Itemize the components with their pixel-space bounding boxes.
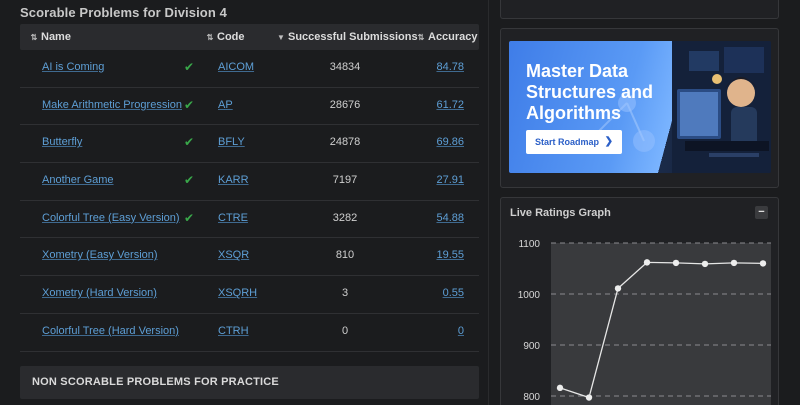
submissions-count: 810 (335, 249, 355, 262)
start-roadmap-button[interactable]: Start Roadmap ❯ (526, 130, 622, 154)
accuracy-link[interactable]: 54.88 (436, 211, 464, 224)
rating-point (556, 384, 564, 392)
plot-area (551, 243, 771, 405)
submissions-count: 0 (341, 324, 349, 337)
column-header-submissions[interactable]: ▼ Successful Submissions (277, 24, 418, 50)
y-tick-label: 1000 (518, 290, 541, 301)
accuracy-link[interactable]: 69.86 (436, 136, 464, 149)
submissions-count: 7197 (332, 174, 358, 187)
accuracy-link[interactable]: 0.55 (442, 287, 464, 300)
rating-point (759, 260, 767, 267)
problem-code-link[interactable]: CTRE (218, 211, 248, 224)
problem-code-link[interactable]: CTRH (218, 324, 249, 337)
sort-down-icon: ▼ (277, 33, 285, 42)
banner-illustration (596, 41, 771, 173)
submissions-count: 24878 (329, 136, 361, 149)
rating-point (701, 260, 709, 268)
non-scorable-section-header[interactable]: NON SCORABLE PROBLEMS FOR PRACTICE (20, 366, 479, 399)
submissions-count: 3282 (332, 211, 358, 224)
table-row: Another Game ✔ KARR 7197 27.91 (20, 163, 479, 201)
rating-point (585, 394, 593, 401)
sort-icon: ⇅ (206, 33, 214, 42)
sort-icon: ⇅ (30, 33, 38, 42)
problem-name-link[interactable]: Colorful Tree (Hard Version) (42, 324, 179, 337)
graph-title: Live Ratings Graph (510, 207, 611, 219)
problem-name-link[interactable]: AI is Coming (42, 61, 105, 73)
ratings-graph-card: Live Ratings Graph − 1100 1000 900 800 (500, 197, 779, 405)
right-sidebar: Master Data Structures and Algorithms St… (491, 0, 800, 405)
collapse-button[interactable]: − (755, 206, 768, 219)
problem-name-link[interactable]: Butterfly (42, 136, 83, 149)
table-row: Butterfly ✔ BFLY 24878 69.86 (20, 125, 479, 164)
accuracy-link[interactable]: 0 (457, 324, 464, 337)
column-header-code[interactable]: ⇅ Code (206, 24, 245, 50)
column-header-accuracy[interactable]: ⇅ Accuracy (417, 24, 478, 50)
non-scorable-title: NON SCORABLE PROBLEMS FOR PRACTICE (32, 376, 279, 388)
table-row: AI is Coming ✔ AICOM 34834 84.78 (20, 50, 479, 88)
problem-name-link[interactable]: Xometry (Hard Version) (42, 287, 157, 300)
column-divider (488, 0, 489, 405)
check-icon: ✔ (184, 60, 195, 74)
table-row: Colorful Tree (Hard Version) ✔ CTRH 0 0 (20, 314, 479, 352)
dsa-banner[interactable]: Master Data Structures and Algorithms St… (509, 41, 771, 173)
submissions-count: 34834 (329, 61, 361, 73)
rating-point (643, 259, 651, 266)
check-icon: ✔ (184, 135, 195, 150)
top-card (500, 0, 779, 19)
ad-card: Master Data Structures and Algorithms St… (500, 28, 779, 188)
rating-point (614, 285, 622, 292)
banner-title: Master Data Structures and Algorithms (526, 61, 654, 123)
check-icon: ✔ (184, 173, 195, 188)
y-tick-label: 900 (523, 341, 540, 352)
problem-code-link[interactable]: BFLY (218, 136, 245, 149)
ratings-chart: 1100 1000 900 800 (518, 239, 771, 405)
section-title: Scorable Problems for Division 4 (20, 5, 227, 20)
problem-code-link[interactable]: XSQRH (218, 287, 258, 300)
problem-code-link[interactable]: XSQR (218, 249, 250, 262)
table-row: Make Arithmetic Progression ✔ AP 28676 6… (20, 88, 479, 126)
y-tick-label: 1100 (518, 239, 540, 250)
sort-icon: ⇅ (417, 33, 425, 42)
problems-panel: Scorable Problems for Division 4 ⇅ Name ⇅… (20, 5, 479, 399)
table-row: Xometry (Hard Version) ✔ XSQRH 3 0.55 (20, 276, 479, 314)
column-header-name[interactable]: ⇅ Name (30, 24, 71, 50)
arrow-right-icon: ❯ (604, 136, 613, 147)
rating-line (559, 261, 764, 399)
submissions-count: 3 (341, 287, 349, 300)
check-icon: ✔ (184, 97, 195, 112)
rating-point (730, 259, 738, 267)
problem-name-link[interactable]: Xometry (Easy Version) (42, 249, 158, 262)
table-row: Xometry (Easy Version) ✔ XSQR 810 19.55 (20, 238, 479, 277)
accuracy-link[interactable]: 61.72 (436, 98, 464, 111)
problem-code-link[interactable]: AP (218, 98, 233, 111)
table-row: Colorful Tree (Easy Version) ✔ CTRE 3282… (20, 201, 479, 239)
problems-table-body: AI is Coming ✔ AICOM 34834 84.78 Make Ar… (20, 50, 479, 352)
problem-name-link[interactable]: Another Game (42, 174, 114, 187)
problem-code-link[interactable]: KARR (218, 174, 249, 187)
accuracy-link[interactable]: 19.55 (436, 249, 464, 262)
problem-name-link[interactable]: Colorful Tree (Easy Version) (42, 211, 180, 224)
problem-name-link[interactable]: Make Arithmetic Progression (42, 98, 182, 111)
check-icon: ✔ (184, 210, 195, 225)
submissions-count: 28676 (329, 98, 361, 111)
rating-point (672, 259, 680, 267)
accuracy-link[interactable]: 27.91 (436, 174, 464, 187)
y-tick-label: 800 (523, 392, 540, 403)
accuracy-link[interactable]: 84.78 (436, 61, 464, 73)
problem-code-link[interactable]: AICOM (218, 61, 255, 73)
table-header: ⇅ Name ⇅ Code ▼ Successful Submissions ⇅ Acc… (20, 24, 479, 50)
